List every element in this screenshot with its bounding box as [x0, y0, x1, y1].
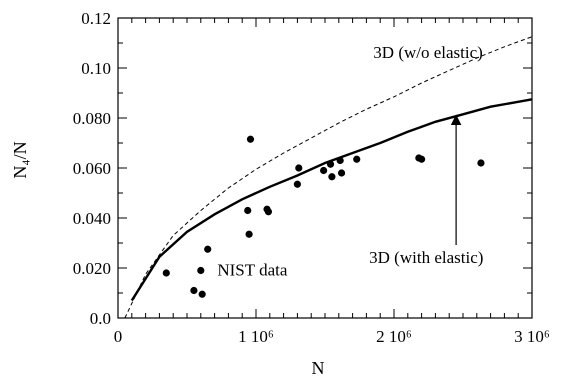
data-point	[244, 206, 252, 215]
points-layer	[162, 135, 485, 298]
data-point	[162, 269, 170, 277]
data-point	[197, 266, 205, 275]
data-point	[204, 245, 212, 253]
annotations-layer: 3D (w/o elastic) 3D (with elastic) NIST da…	[217, 43, 483, 280]
y-tick-label: 0.0	[90, 309, 111, 328]
y-axis-title: N₄/N	[10, 141, 30, 178]
y-tick-label: 0.12	[81, 9, 111, 28]
data-point	[198, 290, 206, 298]
data-point	[353, 155, 361, 163]
data-point	[326, 160, 335, 168]
y-tick-label: 0.080	[73, 109, 111, 128]
y-tick-label: 0.040	[73, 209, 111, 228]
data-point	[337, 169, 346, 177]
data-point	[246, 135, 255, 143]
data-point	[418, 155, 426, 163]
data-point	[295, 164, 303, 172]
y-tick-label: 0.020	[73, 259, 111, 278]
data-point	[190, 286, 198, 295]
data-point	[336, 156, 344, 165]
y-tick-label: 0.060	[73, 159, 111, 178]
data-point	[264, 208, 273, 216]
annotation-label: 3D (w/o elastic)	[373, 43, 483, 62]
series-line-with-elastic	[130, 98, 533, 302]
annotation-label: 3D (with elastic)	[369, 248, 483, 267]
x-axis-title: N	[312, 358, 325, 378]
series-line-without-elastic	[124, 36, 533, 319]
data-point	[245, 230, 253, 238]
annotation-label: NIST data	[217, 261, 287, 280]
x-tick-label: 2 10⁶	[376, 327, 412, 346]
x-tick-label: 3 10⁶	[514, 327, 550, 346]
data-point	[477, 159, 485, 167]
x-tick-label: 0	[114, 327, 123, 346]
y-tick-label: 0.10	[81, 59, 111, 78]
data-point	[293, 180, 301, 188]
ticks-layer: 0 1 10⁶ 2 10⁶ 3 10⁶ 0.0 0.020 0.040 0.060 0.080 0…	[73, 9, 550, 346]
x-tick-label: 1 10⁶	[238, 327, 274, 346]
data-point	[328, 173, 336, 181]
data-point	[320, 166, 328, 175]
